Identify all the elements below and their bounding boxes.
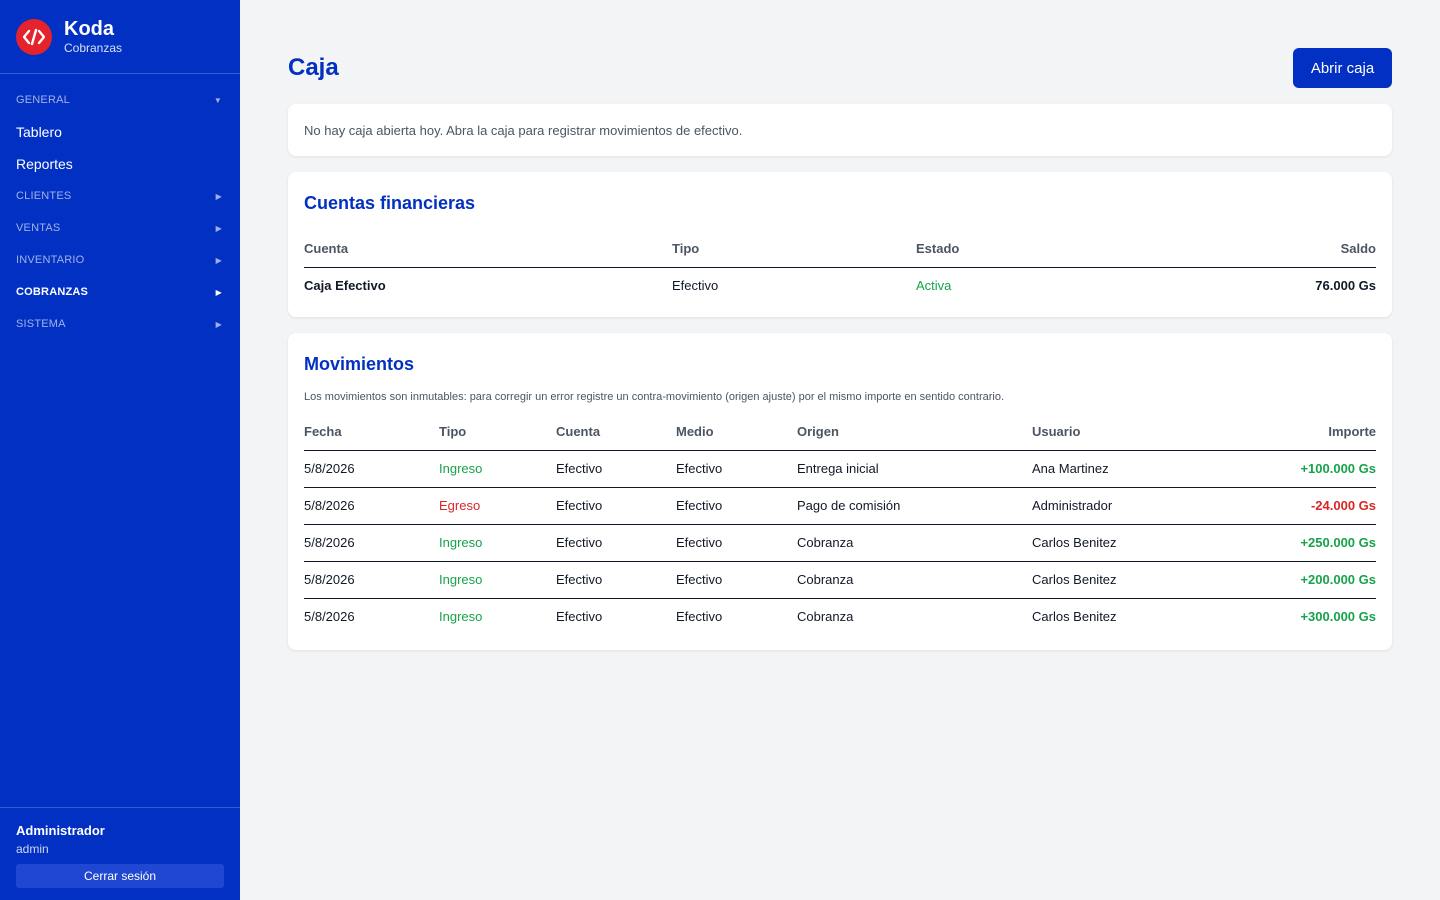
- nav-section-label: INVENTARIO: [16, 254, 85, 266]
- nav-section-clientes[interactable]: CLIENTES ▶: [0, 180, 240, 212]
- table-row: 5/8/2026 Egreso Efectivo Efectivo Pago d…: [304, 487, 1376, 525]
- table-row: 5/8/2026 Ingreso Efectivo Efectivo Entre…: [304, 450, 1376, 488]
- nav-section-label: CLIENTES: [16, 190, 72, 202]
- nav-section-general[interactable]: GENERAL ▼: [0, 84, 240, 116]
- column-header-cuenta: Cuenta: [304, 230, 672, 268]
- nav-section-ventas[interactable]: VENTAS ▶: [0, 212, 240, 244]
- cell-cuenta: Efectivo: [556, 609, 603, 625]
- chevron-right-icon: ▶: [215, 223, 222, 233]
- sidebar-nav: GENERAL ▼ Tablero Reportes CLIENTES ▶ VE…: [0, 74, 240, 340]
- column-header-tipo: Tipo: [672, 230, 916, 268]
- page-header: Caja Abrir caja: [288, 48, 1392, 88]
- nav-section-label: SISTEMA: [16, 318, 66, 330]
- cell-tipo: Ingreso: [439, 450, 556, 488]
- chevron-right-icon: ▶: [215, 287, 222, 297]
- cell-cuenta: Efectivo: [556, 450, 676, 488]
- chevron-right-icon: ▶: [215, 319, 222, 329]
- cell-cuenta: Efectivo: [556, 524, 676, 562]
- column-header-origen: Origen: [797, 413, 1032, 451]
- cell-importe: +300.000 Gs: [1300, 609, 1376, 625]
- nav-section-cobranzas[interactable]: COBRANZAS ▶: [0, 276, 240, 308]
- table-row: 5/8/2026 Ingreso Efectivo Efectivo Cobra…: [304, 524, 1376, 562]
- brand-name: Koda: [64, 17, 114, 40]
- cell-tipo: Ingreso: [439, 609, 483, 625]
- main-content: Caja Abrir caja No hay caja abierta hoy.…: [288, 48, 1392, 650]
- cell-importe: -24.000 Gs: [1207, 487, 1376, 525]
- user-role: admin: [16, 842, 49, 856]
- nav-section-label: COBRANZAS: [16, 286, 89, 298]
- movements-table: Fecha Tipo Cuenta Medio Origen Usuario I…: [304, 413, 1376, 635]
- page-title: Caja: [288, 54, 339, 81]
- accounts-title: Cuentas financieras: [304, 193, 476, 213]
- nav-section-label: VENTAS: [16, 222, 61, 234]
- notice-card: No hay caja abierta hoy. Abra la caja pa…: [288, 104, 1392, 156]
- cell-fecha: 5/8/2026: [304, 524, 439, 562]
- cell-fecha: 5/8/2026: [304, 450, 439, 488]
- column-header-usuario: Usuario: [1032, 413, 1207, 451]
- cell-medio: Efectivo: [676, 524, 797, 562]
- column-header-fecha: Fecha: [304, 413, 439, 451]
- movements-card: Movimientos Los movimientos son inmutabl…: [288, 333, 1392, 650]
- cell-importe: +100.000 Gs: [1207, 450, 1376, 488]
- logout-button[interactable]: Cerrar sesión: [16, 864, 224, 888]
- cell-medio: Efectivo: [676, 609, 723, 625]
- cell-saldo: 76.000 Gs: [1315, 278, 1376, 294]
- code-icon: [16, 18, 52, 55]
- user-name: Administrador: [16, 823, 105, 838]
- cell-cuenta: Efectivo: [556, 561, 676, 599]
- cell-tipo: Ingreso: [439, 561, 556, 599]
- accounts-table: Cuenta Tipo Estado Saldo Caja Efectivo E…: [304, 230, 1376, 304]
- nav-section-sistema[interactable]: SISTEMA ▶: [0, 308, 240, 340]
- column-header-cuenta: Cuenta: [556, 413, 676, 451]
- sidebar: Koda Cobranzas GENERAL ▼ Tablero Reporte…: [0, 0, 240, 900]
- cell-medio: Efectivo: [676, 450, 797, 488]
- cell-cuenta: Efectivo: [556, 487, 676, 525]
- chevron-right-icon: ▶: [215, 255, 222, 265]
- nav-section-inventario[interactable]: INVENTARIO ▶: [0, 244, 240, 276]
- cell-usuario: Administrador: [1032, 487, 1207, 525]
- cell-fecha: 5/8/2026: [304, 561, 439, 599]
- cell-origen: Cobranza: [797, 561, 1032, 599]
- sidebar-item-tablero[interactable]: Tablero: [16, 124, 62, 140]
- column-header-medio: Medio: [676, 413, 797, 451]
- user-box: Administrador admin Cerrar sesión: [0, 807, 240, 900]
- cell-fecha: 5/8/2026: [304, 609, 355, 625]
- cell-tipo: Efectivo: [672, 278, 719, 294]
- nav-section-label: GENERAL: [16, 94, 70, 106]
- cell-tipo: Egreso: [439, 487, 556, 525]
- movements-note: Los movimientos son inmutables: para cor…: [304, 391, 1005, 403]
- cell-usuario: Carlos Benitez: [1032, 524, 1207, 562]
- cell-fecha: 5/8/2026: [304, 487, 439, 525]
- cell-usuario: Carlos Benitez: [1032, 609, 1117, 625]
- brand-subtitle: Cobranzas: [64, 40, 123, 55]
- sidebar-item-reportes[interactable]: Reportes: [16, 156, 73, 172]
- column-header-estado: Estado: [916, 230, 1160, 268]
- status-badge: Activa: [916, 278, 952, 294]
- cell-medio: Efectivo: [676, 561, 797, 599]
- cell-origen: Cobranza: [797, 524, 1032, 562]
- chevron-right-icon: ▶: [215, 191, 222, 201]
- cell-origen: Cobranza: [797, 609, 854, 625]
- open-cash-button[interactable]: Abrir caja: [1293, 48, 1392, 88]
- cell-tipo: Ingreso: [439, 524, 556, 562]
- column-header-saldo: Saldo: [1160, 230, 1376, 268]
- table-row: 5/8/2026 Ingreso Efectivo Efectivo Cobra…: [304, 598, 1376, 635]
- cell-origen: Pago de comisión: [797, 487, 1032, 525]
- cell-usuario: Ana Martinez: [1032, 450, 1207, 488]
- table-row: 5/8/2026 Ingreso Efectivo Efectivo Cobra…: [304, 561, 1376, 599]
- table-row: Caja Efectivo Efectivo Activa 76.000 Gs: [304, 267, 1376, 304]
- cell-importe: +250.000 Gs: [1207, 524, 1376, 562]
- brand: Koda Cobranzas: [0, 0, 240, 74]
- cell-importe: +200.000 Gs: [1207, 561, 1376, 599]
- column-header-importe: Importe: [1207, 413, 1376, 451]
- accounts-card: Cuentas financieras Cuenta Tipo Estado S…: [288, 172, 1392, 317]
- chevron-down-icon: ▼: [213, 95, 222, 105]
- column-header-tipo: Tipo: [439, 413, 556, 451]
- cell-medio: Efectivo: [676, 487, 797, 525]
- notice-text: No hay caja abierta hoy. Abra la caja pa…: [304, 122, 743, 138]
- movements-title: Movimientos: [304, 354, 415, 374]
- cell-origen: Entrega inicial: [797, 450, 1032, 488]
- cell-cuenta: Caja Efectivo: [304, 278, 386, 294]
- cell-usuario: Carlos Benitez: [1032, 561, 1207, 599]
